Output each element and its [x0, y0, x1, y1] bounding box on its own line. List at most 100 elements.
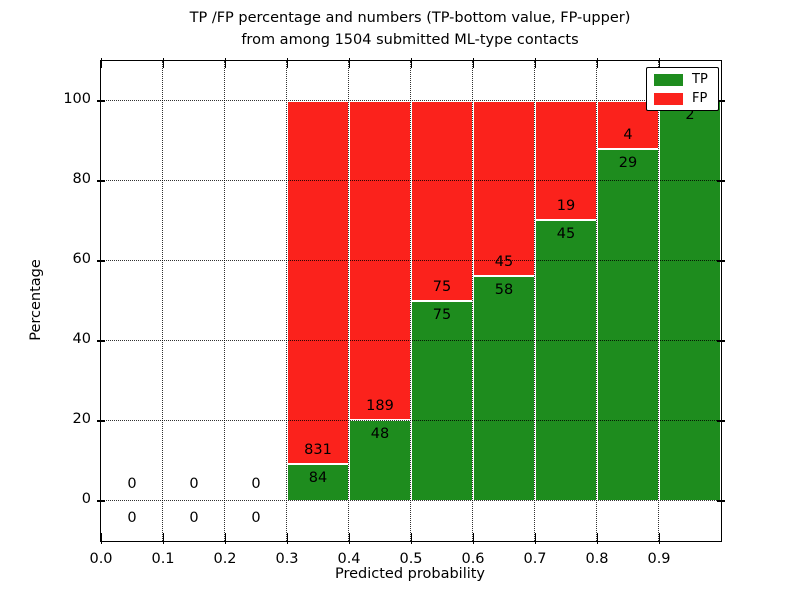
bar-segment-tp — [411, 301, 473, 501]
fp-count-label: 0 — [251, 476, 261, 492]
fp-count-label: 189 — [366, 397, 394, 414]
tick-mark — [410, 533, 412, 544]
tp-count-label: 45 — [556, 225, 576, 242]
legend-swatch-fp-icon — [654, 92, 683, 105]
gridline-horizontal — [101, 100, 721, 101]
x-tick-label: 0.3 — [275, 551, 299, 567]
fp-count-label: 75 — [432, 279, 452, 295]
tick-mark — [97, 260, 105, 262]
y-tick-label: 100 — [63, 91, 91, 107]
legend-entry: TP — [654, 73, 708, 86]
tick-mark — [472, 58, 474, 68]
gridline-horizontal — [101, 500, 721, 501]
chart-title: TP /FP percentage and numbers (TP-bottom… — [90, 7, 730, 51]
y-tick-label: 60 — [72, 251, 91, 267]
gridline-horizontal — [101, 420, 721, 421]
tp-count-label: 58 — [494, 281, 514, 298]
gridline-vertical — [286, 61, 287, 541]
x-tick-label: 0.4 — [337, 551, 361, 567]
bar-segment-tp — [473, 275, 535, 501]
fp-count-label: 0 — [127, 476, 137, 492]
tick-mark — [717, 340, 725, 342]
y-axis-label: Percentage — [28, 259, 44, 341]
legend-label-tp: TP — [692, 72, 708, 87]
x-tick-label: 0.9 — [647, 551, 671, 567]
chart-title-line2: from among 1504 submitted ML-type contac… — [241, 32, 579, 48]
gridline-vertical — [658, 61, 659, 541]
fp-count-label: 45 — [494, 253, 514, 270]
tick-mark — [717, 420, 725, 422]
bar-segment-tp — [659, 101, 721, 501]
x-tick-label: 0.6 — [461, 551, 485, 567]
tp-count-label: 75 — [432, 307, 452, 323]
tick-mark — [97, 180, 105, 182]
tick-mark — [658, 533, 660, 544]
tick-mark — [286, 58, 288, 68]
bar-segment-tp — [349, 419, 411, 501]
fp-count-label: 0 — [189, 476, 199, 492]
tick-mark — [348, 533, 350, 544]
tick-mark — [348, 58, 350, 68]
tick-mark — [162, 533, 164, 544]
tp-count-label: 84 — [308, 470, 328, 487]
tick-mark — [162, 58, 164, 68]
y-tick-label: 20 — [72, 411, 91, 427]
legend-swatch-tp-icon — [654, 73, 683, 86]
y-tick-label: 40 — [72, 331, 91, 347]
gridline-vertical — [472, 61, 473, 541]
bar-segment-fp — [287, 101, 349, 465]
tick-mark — [97, 340, 105, 342]
tp-count-label: 0 — [127, 510, 137, 526]
tick-mark — [717, 500, 725, 502]
gridline-horizontal — [101, 180, 721, 181]
gridline-vertical — [410, 61, 411, 541]
x-tick-label: 0.8 — [585, 551, 609, 567]
chart-title-line1: TP /FP percentage and numbers (TP-bottom… — [189, 10, 631, 26]
tick-mark — [100, 533, 102, 544]
x-tick-label: 0.5 — [399, 551, 423, 567]
tp-count-label: 29 — [618, 155, 638, 172]
bar-segment-fp — [473, 101, 535, 276]
y-tick-label: 0 — [81, 491, 91, 507]
tp-count-label: 48 — [370, 425, 390, 442]
gridline-vertical — [596, 61, 597, 541]
x-axis-label: Predicted probability — [334, 566, 486, 582]
tp-count-label: 0 — [189, 510, 199, 526]
tick-mark — [596, 533, 598, 544]
gridline-horizontal — [101, 260, 721, 261]
tick-mark — [100, 58, 102, 68]
tick-mark — [717, 100, 725, 102]
gridline-horizontal — [101, 340, 721, 341]
tick-mark — [658, 58, 660, 68]
tick-mark — [224, 533, 226, 544]
gridline-vertical — [348, 61, 349, 541]
bar-segment-fp — [411, 101, 473, 301]
tick-mark — [534, 533, 536, 544]
bar-segment-tp — [287, 464, 349, 501]
tick-mark — [596, 58, 598, 68]
tick-mark — [410, 58, 412, 68]
bar-segment-tp — [535, 219, 597, 501]
bar-segment-tp — [597, 149, 659, 501]
tick-mark — [97, 500, 105, 502]
tick-mark — [97, 420, 105, 422]
tp-count-label: 0 — [251, 510, 261, 526]
gridline-vertical — [162, 61, 163, 541]
tick-mark — [286, 533, 288, 544]
tp-count-label: 2 — [685, 107, 695, 123]
gridline-vertical — [534, 61, 535, 541]
x-tick-label: 0.0 — [89, 551, 113, 567]
tick-mark — [534, 58, 536, 68]
x-tick-label: 0.2 — [213, 551, 237, 567]
tick-mark — [97, 100, 105, 102]
tick-mark — [717, 180, 725, 182]
gridline-vertical — [224, 61, 225, 541]
tick-mark — [717, 260, 725, 262]
fp-count-label: 4 — [623, 127, 633, 144]
fp-count-label: 19 — [556, 197, 576, 214]
legend-label-fp: FP — [692, 91, 708, 106]
plot-area: TP FP 0 0 0 0 0 0 831 84 189 48 75 75 45 58 19 45 4 29 0 20 2… — [63, 58, 725, 567]
x-tick-label: 0.1 — [151, 551, 175, 567]
tick-mark — [472, 533, 474, 544]
